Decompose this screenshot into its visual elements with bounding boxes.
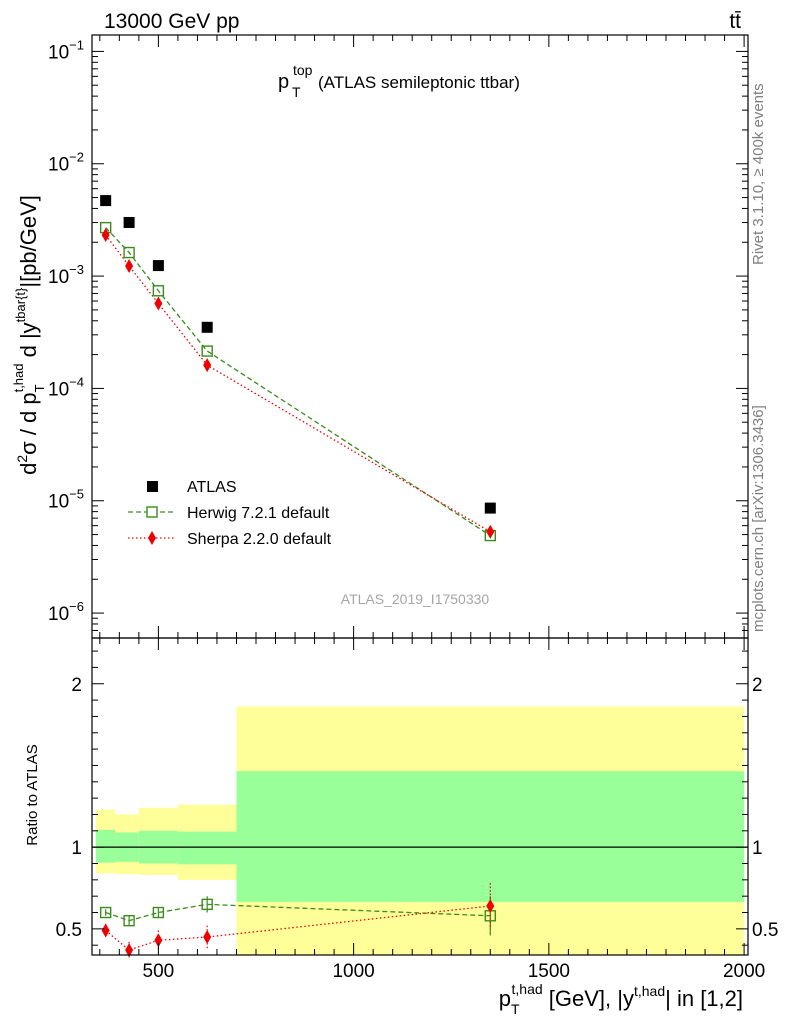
- series-line-2: [105, 234, 491, 533]
- ratio-band-green-4: [236, 771, 745, 902]
- herwig-point-2: [152, 285, 165, 297]
- x-tick-label-2: 1500: [528, 961, 570, 982]
- process-label: tt̄: [729, 10, 741, 33]
- legend-entry-atlas: ATLAS: [147, 479, 237, 496]
- ratio-herwig-point-3: [201, 898, 213, 911]
- x-tick-label-1: 1000: [332, 961, 374, 982]
- ratio-herwig-point-0: [99, 906, 112, 919]
- atlas-point-0: [100, 195, 112, 207]
- sherpa-point-0: [101, 228, 110, 243]
- title-subscript: T: [292, 84, 301, 100]
- ratio-y-tick-label-right-0: 0.5: [752, 920, 778, 941]
- ratio-line-0: [105, 903, 491, 922]
- sherpa-point-1: [125, 258, 134, 273]
- ratio-band-green-0: [95, 829, 116, 863]
- ratio-sherpa-point-1: [125, 943, 134, 958]
- sherpa-point-4: [486, 524, 495, 539]
- ratio-y-tick-label-right-1: 1: [752, 838, 763, 859]
- energy-label: 13000 GeV pp: [104, 10, 239, 33]
- herwig-point-3: [201, 345, 213, 357]
- y-tick-label-5: 10−1: [48, 37, 84, 63]
- atlas-point-4: [484, 502, 496, 514]
- atlas-point-1: [123, 216, 135, 228]
- x-axis-label: pTt,had [GeV], |yt,had| in [1,2]: [499, 981, 743, 1017]
- legend-label-sherpa: Sherpa 2.2.0 default: [187, 531, 332, 548]
- legend: ATLAS Herwig 7.2.1 default Sherpa 2.2.0 …: [128, 479, 332, 548]
- ratio-band-green-3: [177, 831, 237, 865]
- x-tick-label-0: 500: [143, 961, 175, 982]
- sherpa-point-3: [203, 358, 212, 373]
- legend-entry-herwig: Herwig 7.2.1 default: [128, 505, 330, 522]
- legend-marker-atlas: [147, 481, 158, 492]
- y-tick-label-2: 10−4: [48, 374, 84, 400]
- atlas-point-3: [201, 321, 213, 333]
- y-axis-label: d2σ / d pTt,had d |ytbar{t}|[pb/GeV]: [11, 195, 47, 475]
- title-description: (ATLAS semileptonic ttbar): [318, 73, 520, 92]
- x-tick-label-3: 2000: [723, 961, 765, 982]
- herwig-point-1: [123, 246, 135, 259]
- atlas-point-2: [152, 260, 164, 272]
- ratio-y-tick-label-left-2: 2: [71, 675, 82, 696]
- ratio-sherpa-point-2: [154, 933, 163, 948]
- ratio-y-tick-label-left-0: 0.5: [56, 920, 82, 941]
- ratio-sherpa-point-3: [203, 930, 212, 945]
- ratio-herwig-point-1: [123, 914, 135, 927]
- svg-text:d2σ / d pTt,had d |ytbar{t}|[p: d2σ / d pTt,had d |ytbar{t}|[pb/GeV]: [11, 195, 47, 475]
- analysis-id: ATLAS_2019_I1750330: [341, 591, 490, 607]
- ratio-panel-frame: [91, 637, 749, 956]
- legend-marker-sherpa: [148, 531, 156, 545]
- title-main: p: [278, 71, 289, 93]
- y-tick-label-3: 10−3: [48, 262, 84, 288]
- legend-label-atlas: ATLAS: [187, 479, 237, 496]
- sherpa-point-2: [154, 296, 163, 311]
- ratio-sherpa-point-4: [486, 898, 495, 913]
- plot-title: p: [278, 71, 289, 93]
- y-tick-label-0: 10−6: [48, 599, 84, 625]
- ratio-y-axis-label: Ratio to ATLAS: [24, 744, 41, 845]
- ratio-y-tick-label-right-2: 2: [752, 675, 763, 696]
- ratio-herwig-point-2: [152, 906, 165, 919]
- mcplots-label: mcplots.cern.ch [arXiv:1306.3436]: [750, 405, 767, 632]
- legend-marker-herwig: [146, 506, 158, 518]
- title-superscript: top: [293, 62, 313, 78]
- series-line-1: [105, 227, 491, 537]
- y-tick-label-1: 10−5: [48, 487, 84, 513]
- y-tick-label-4: 10−2: [48, 150, 84, 176]
- ratio-sherpa-point-0: [101, 923, 110, 938]
- rivet-label: Rivet 3.1.10, ≥ 400k events: [750, 83, 767, 265]
- ratio-y-tick-label-left-1: 1: [71, 838, 82, 859]
- legend-label-herwig: Herwig 7.2.1 default: [187, 505, 330, 522]
- legend-entry-sherpa: Sherpa 2.2.0 default: [128, 531, 332, 548]
